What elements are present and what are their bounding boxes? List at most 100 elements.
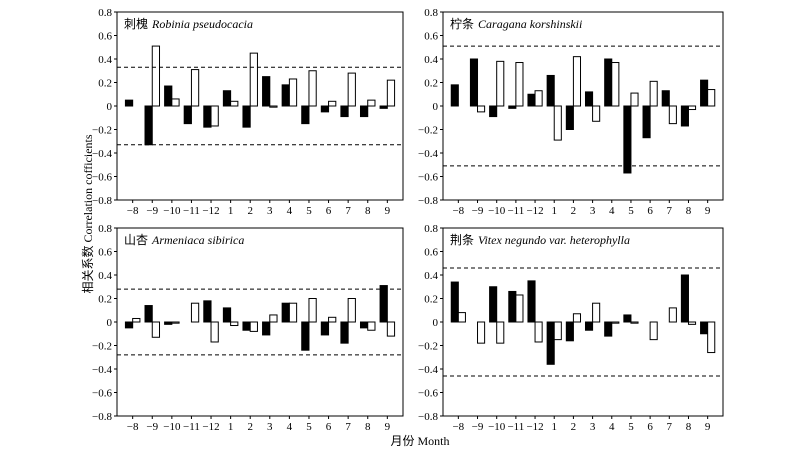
bar-series-2 <box>288 78 298 107</box>
x-tick-label: −10 <box>163 421 181 433</box>
bar-series-2 <box>649 80 658 107</box>
bar-series-2 <box>269 105 278 108</box>
bar-series-1 <box>281 302 290 323</box>
x-tick-label: −11 <box>183 205 200 217</box>
x-tick-label: −8 <box>452 205 464 217</box>
bar-series-2 <box>687 321 697 325</box>
bar-series-1 <box>623 105 632 174</box>
x-tick-label: 2 <box>571 421 577 433</box>
bar-series-1 <box>183 105 192 125</box>
x-tick-label: 2 <box>247 421 253 433</box>
y-tick-label: 0.6 <box>424 30 438 42</box>
bar-series-1 <box>700 321 709 335</box>
x-tick-label: 8 <box>686 421 692 433</box>
bar-series-2 <box>687 105 697 111</box>
x-tick-label: 5 <box>306 421 312 433</box>
bar-series-1 <box>164 321 173 325</box>
x-tick-label: 8 <box>686 205 692 217</box>
chart-panel: 0.8 0.6 0.4 0.2 0 −0.2 −0.4 −0.6 −0.8 −8 −9 −10 −11−… <box>418 223 724 433</box>
y-tick-label: 0.4 <box>424 270 438 282</box>
bar-series-1 <box>340 105 349 118</box>
y-tick-label: −0.8 <box>418 195 438 207</box>
bar-series-1 <box>565 105 574 130</box>
bar-series-1 <box>124 321 134 329</box>
bar-series-2 <box>328 316 337 323</box>
y-tick-label: −0.4 <box>418 148 438 160</box>
bar-series-2 <box>515 294 524 323</box>
bar-series-2 <box>553 321 562 341</box>
x-tick-label: 9 <box>705 205 711 217</box>
y-tick-label: 0.6 <box>424 246 438 258</box>
bar-series-1 <box>262 76 271 107</box>
bar-series-1 <box>584 91 594 107</box>
x-tick-label: 3 <box>590 421 596 433</box>
bar-series-1 <box>604 58 613 107</box>
y-tick-label: 0.8 <box>98 7 112 19</box>
panel-title-chinese: 山杏 <box>124 233 148 247</box>
x-tick-label: 1 <box>228 205 234 217</box>
x-tick-label: −10 <box>488 421 506 433</box>
bar-series-1 <box>301 321 310 351</box>
bar-series-1 <box>700 79 709 107</box>
y-tick-label: −0.8 <box>92 195 112 207</box>
bar-series-2 <box>269 314 278 323</box>
y-tick-label: −0.4 <box>92 148 112 160</box>
bar-series-2 <box>534 90 543 107</box>
bar-series-2 <box>210 105 219 127</box>
bar-series-2 <box>668 307 677 323</box>
x-tick-label: 6 <box>326 421 332 433</box>
bar-series-1 <box>379 285 388 323</box>
bar-series-1 <box>262 321 271 336</box>
bar-series-1 <box>642 105 651 139</box>
x-tick-label: 5 <box>306 205 312 217</box>
bar-series-2 <box>151 45 161 107</box>
bar-series-1 <box>450 84 459 107</box>
y-tick-label: 0.6 <box>98 246 112 258</box>
x-tick-label: −12 <box>202 205 219 217</box>
bar-series-1 <box>281 84 290 107</box>
y-tick-label: 0.8 <box>424 223 438 235</box>
x-tick-label: 4 <box>609 205 615 217</box>
y-tick-label: 0.4 <box>98 270 112 282</box>
bar-series-1 <box>469 58 479 107</box>
bar-series-2 <box>457 312 466 323</box>
bar-series-2 <box>347 72 356 107</box>
y-tick-label: 0.4 <box>424 54 438 66</box>
bar-series-2 <box>707 89 716 107</box>
bar-series-1 <box>623 314 632 323</box>
bar-series-2 <box>190 69 200 107</box>
bar-series-2 <box>308 298 317 323</box>
bar-series-2 <box>367 99 376 107</box>
panel-title: 刺槐 Robinia pseudocacia <box>124 16 253 31</box>
y-tick-label: 0.2 <box>98 293 112 305</box>
bar-series-2 <box>132 317 141 323</box>
bar-series-1 <box>124 99 134 107</box>
bar-series-2 <box>649 321 658 341</box>
x-tick-label: 3 <box>267 421 273 433</box>
x-tick-label: −10 <box>488 205 506 217</box>
bar-series-1 <box>242 105 251 128</box>
y-tick-label: 0 <box>433 101 439 113</box>
bar-series-1 <box>450 281 459 323</box>
x-tick-label: 7 <box>667 205 673 217</box>
x-tick-label: −9 <box>472 421 484 433</box>
panel-title-chinese: 柠条 <box>450 16 474 31</box>
bar-series-2 <box>171 321 180 324</box>
bar-series-2 <box>347 298 356 323</box>
bar-series-1 <box>489 286 498 323</box>
bar-series-2 <box>553 105 562 141</box>
bar-series-2 <box>230 100 239 107</box>
x-axis-label: 月份 Month <box>390 434 449 448</box>
bar-series-2 <box>190 302 200 323</box>
y-tick-label: 0 <box>107 317 113 329</box>
x-tick-label: −8 <box>127 205 139 217</box>
chart-panels: 0.80.60.40.20−0.2−0.4−0.6−0.8−8 −9 −10 −11−… <box>92 7 724 433</box>
chart-panel: 0.8 0.6 0.4 0.2 0 −0.2 −0.4 −0.6 −0.8 −8 −9 −10 −11−… <box>418 7 724 217</box>
bar-series-2 <box>171 98 180 107</box>
bar-series-2 <box>592 302 601 323</box>
bar-series-2 <box>592 105 601 122</box>
panel-title-species: Robinia pseudocacia <box>151 17 253 31</box>
chart-panel: 0.8 0.6 0.4 0.2 0 −0.2 −0.4 −0.6 −0.8 −8 −9 −10 −11−… <box>92 7 404 217</box>
y-tick-label: −0.2 <box>92 340 112 352</box>
x-tick-label: −11 <box>507 421 524 433</box>
